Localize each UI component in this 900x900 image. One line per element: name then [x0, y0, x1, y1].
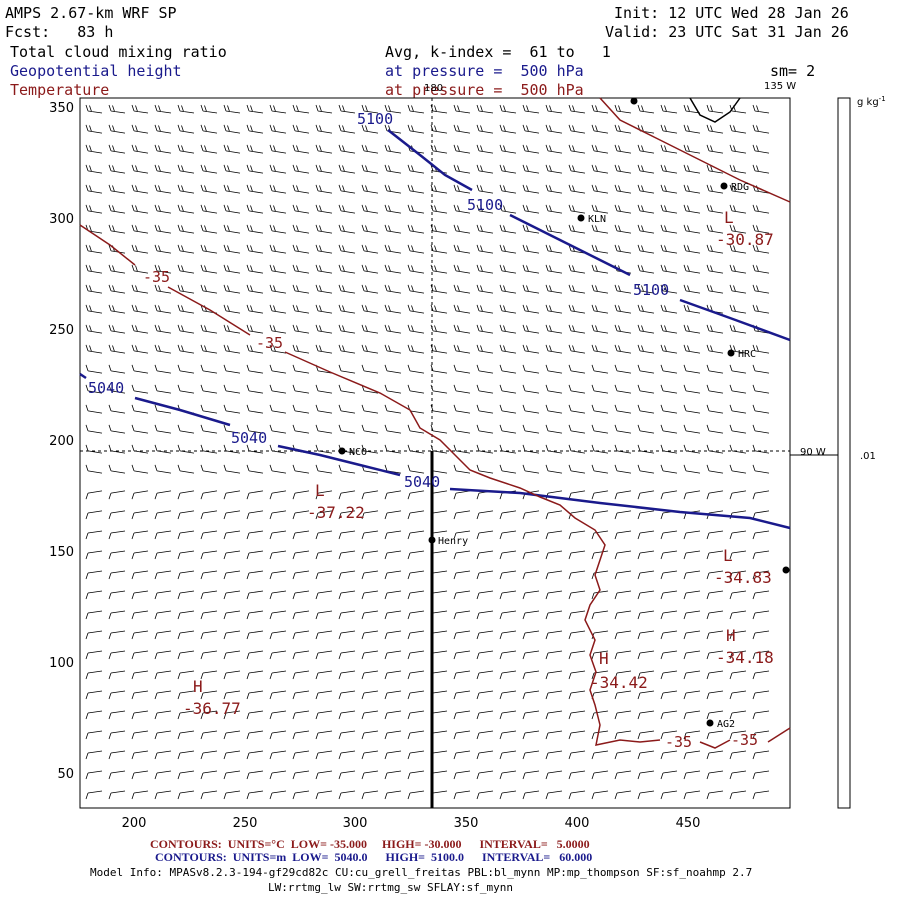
temp-label: -35: [143, 268, 170, 286]
y-tick-label: 200: [49, 434, 74, 449]
lon-label-135w: 135 W: [764, 81, 796, 92]
plot-frame: [79, 97, 791, 809]
temperature-contours: [79, 97, 791, 749]
extremum-type: H: [726, 626, 736, 645]
colorbar-unit: g kg-1: [857, 95, 886, 108]
temp-contour-b: [167, 286, 251, 336]
height-contour-5040-c: [277, 444, 401, 477]
lon-label-90w: 90 W: [800, 447, 826, 458]
height-label: 5100: [633, 281, 669, 299]
extremum-type: L: [315, 481, 325, 500]
station-label-henry: Henry: [438, 536, 468, 547]
model-title: AMPS 2.67-km WRF SP: [5, 4, 177, 22]
station-dot-edge: [782, 566, 790, 574]
y-tick-label: 250: [49, 323, 74, 338]
station-dot-kln: [577, 214, 585, 222]
x-tick-label: 200: [122, 816, 147, 831]
wind-barbs: [85, 104, 770, 800]
y-tick-label: 50: [57, 767, 74, 782]
smoothing-label: sm= 2: [770, 62, 816, 80]
y-tick-label: 350: [49, 101, 74, 116]
field2-name: Geopotential height: [10, 62, 182, 80]
temp-contour-c: [284, 351, 661, 746]
temp-contour-info: CONTOURS: UNITS=°C LOW= -35.000 HIGH= -3…: [150, 837, 590, 851]
station-dot-top: [630, 97, 638, 105]
height-label: 5100: [357, 110, 393, 128]
height-label: 5100: [467, 196, 503, 214]
y-tick-label: 300: [49, 212, 74, 227]
extremum-value: -34.18: [716, 648, 774, 667]
extremum-value: -36.77: [183, 699, 241, 718]
station-label-kln: KLN: [588, 214, 606, 225]
height-contour-5100-a: [387, 129, 473, 192]
temp-label: -35: [256, 334, 283, 352]
field1-desc: Avg, k-index = 61 to 1: [385, 43, 611, 61]
extremum-value: -30.87: [716, 230, 774, 249]
temp-label: -35: [665, 733, 692, 751]
model-info-line2: LW:rrtmg_lw SW:rrtmg_sw SFLAY:sf_mynn: [268, 881, 514, 894]
height-contour-info: CONTOURS: UNITS=m LOW= 5040.0 HIGH= 5100…: [155, 850, 593, 864]
station-label-nco: NCO: [349, 447, 367, 458]
y-tick-label: 100: [49, 656, 74, 671]
valid-time: Valid: 23 UTC Sat 31 Jan 26: [605, 23, 849, 41]
coastline: [689, 97, 741, 123]
height-contour-5040-a: [79, 372, 87, 380]
height-contour-5100-c: [679, 298, 791, 342]
height-label: 5040: [88, 379, 124, 397]
height-label: 5040: [404, 473, 440, 491]
temp-contour-d: [699, 739, 731, 749]
station-label-rdg: RDG: [731, 182, 749, 193]
field2-desc: at pressure = 500 hPa: [385, 62, 584, 80]
x-tick-label: 400: [565, 816, 590, 831]
extremum-value: -34.42: [590, 673, 648, 692]
colorbar-tick-label: .01: [860, 451, 876, 462]
station-dot-ag2: [706, 719, 714, 727]
field3-name: Temperature: [10, 81, 110, 99]
extremum-type: L: [724, 208, 734, 227]
height-contours: [79, 129, 791, 530]
station-dot-hrc: [727, 349, 735, 357]
station-label-hrc: HRC: [738, 349, 756, 360]
extremum-value: -34.83: [714, 568, 772, 587]
temp-contour-a: [79, 224, 136, 266]
forecast-hour: Fcst: 83 h: [5, 23, 114, 41]
station-dot-henry: [428, 536, 436, 544]
extremum-type: H: [193, 677, 203, 696]
x-tick-label: 350: [454, 816, 479, 831]
height-contour-5040-b: [134, 396, 231, 427]
field1-name: Total cloud mixing ratio: [10, 43, 227, 61]
height-contour-5100-b: [509, 213, 631, 277]
station-markers: [338, 97, 790, 727]
colorbar: [837, 97, 851, 809]
extremum-type: L: [723, 546, 733, 565]
extremum-type: H: [599, 649, 609, 668]
init-time: Init: 12 UTC Wed 28 Jan 26: [614, 4, 849, 22]
model-info: Model Info: MPASv8.2.3-194-gf29cd82c CU:…: [90, 866, 753, 879]
wind-barb-field: [85, 104, 770, 800]
x-tick-label: 250: [233, 816, 258, 831]
height-label: 5040: [231, 429, 267, 447]
temp-label: -35: [731, 731, 758, 749]
lon-label-180: 180: [424, 83, 443, 94]
y-tick-label: 150: [49, 545, 74, 560]
station-label-ag2: AG2: [717, 719, 735, 730]
station-dot-nco: [338, 447, 346, 455]
x-tick-label: 300: [343, 816, 368, 831]
height-contour-5040-d: [449, 487, 791, 530]
station-dot-rdg: [720, 182, 728, 190]
x-tick-label: 450: [676, 816, 701, 831]
temp-contour-f: [599, 97, 791, 203]
temp-contour-e: [767, 727, 791, 743]
extremum-value: -37.22: [307, 503, 365, 522]
field3-desc: at pressure = 500 hPa: [385, 81, 584, 99]
